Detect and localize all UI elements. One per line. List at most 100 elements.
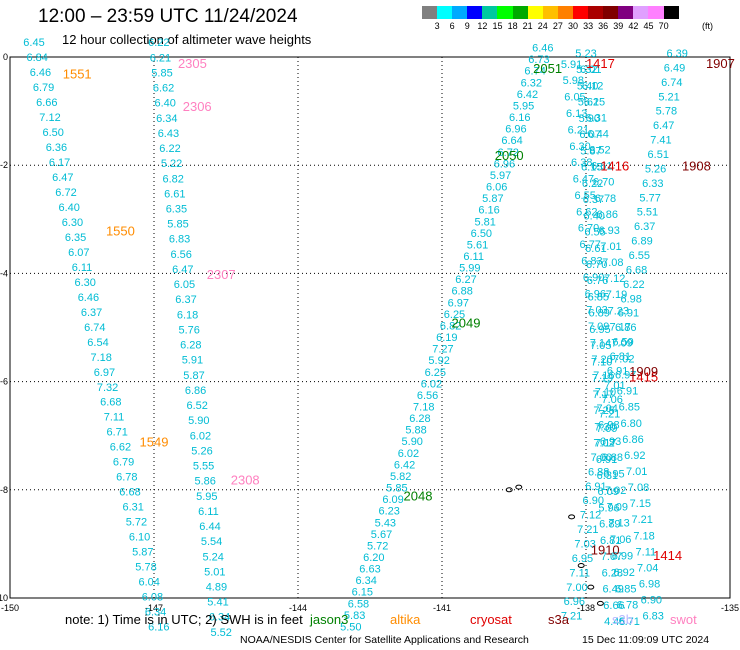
wave-height-label: 5.41 xyxy=(207,597,228,609)
wave-height-label: 6.96 xyxy=(494,158,515,170)
color-swatch xyxy=(512,6,528,19)
wave-height-label: 5.97 xyxy=(490,170,511,182)
wave-height-label: 6.81 xyxy=(600,535,621,547)
wave-height-label: 6.31 xyxy=(586,112,607,124)
wave-height-label: 6.74 xyxy=(661,77,682,89)
wave-height-label: 7.21 xyxy=(599,409,620,421)
wave-height-label: 5.26 xyxy=(191,445,212,457)
wave-height-label: 6.16 xyxy=(148,621,169,633)
wave-height-label: 5.90 xyxy=(188,415,209,427)
wave-height-label: 6.07 xyxy=(68,247,89,259)
wave-height-label: 6.98 xyxy=(639,578,660,590)
wave-height-label: 6.68 xyxy=(119,487,140,499)
wave-height-label: 7.09 xyxy=(611,337,632,349)
wave-height-label: 6.15 xyxy=(352,587,373,599)
wave-height-label: 6.79 xyxy=(33,82,54,94)
wave-height-label: 7.01 xyxy=(604,380,625,392)
wave-height-label: 7.02 xyxy=(593,438,614,450)
color-swatch xyxy=(452,6,468,19)
wave-height-label: 6.22 xyxy=(623,279,644,291)
wave-height-label: 6.61 xyxy=(591,161,612,173)
wave-height-label: 5.95 xyxy=(196,491,217,503)
wave-height-label: 6.37 xyxy=(583,194,604,206)
wave-height-label: 6.06 xyxy=(486,182,507,194)
credit-line: NOAA/NESDIS Center for Satellite Applica… xyxy=(240,634,529,646)
wave-height-label: 6.02 xyxy=(421,378,442,390)
wave-height-label: 6.92 xyxy=(624,450,645,462)
wave-height-label: 5.90 xyxy=(579,113,600,125)
wave-height-label: 5.96 xyxy=(598,502,619,514)
wave-height-label: 6.98 xyxy=(620,293,641,305)
wave-height-label: 5.40 xyxy=(577,80,598,92)
color-scale-tick: 6 xyxy=(449,21,455,31)
color-swatch xyxy=(663,6,679,19)
map-title: 12:00 – 23:59 UTC 11/24/2024 xyxy=(38,6,298,27)
wave-height-label: 7.04 xyxy=(637,562,658,574)
map-frame xyxy=(9,56,731,599)
wave-height-label: 6.82 xyxy=(440,320,461,332)
color-swatch xyxy=(648,6,664,19)
wave-height-label: 6.35 xyxy=(166,204,187,216)
wave-height-label: 6.78 xyxy=(617,600,638,612)
wave-height-label: 6.74 xyxy=(84,322,105,334)
color-swatch xyxy=(588,6,604,19)
wave-height-label: 6.21 xyxy=(150,52,171,64)
wave-height-label: 6.64 xyxy=(501,135,522,147)
wave-height-label: 6.77 xyxy=(580,239,601,251)
wave-height-label: 6.32 xyxy=(521,77,542,89)
wave-height-label: 7.21 xyxy=(577,524,598,536)
color-swatch xyxy=(422,6,438,19)
wave-height-label: 6.31 xyxy=(122,502,143,514)
legend-item-cryosat: cryosat xyxy=(470,612,512,627)
wave-height-label: 5.26 xyxy=(645,163,666,175)
wave-height-label: 7.21 xyxy=(561,611,582,623)
color-swatch xyxy=(633,6,649,19)
wave-height-label: 6.98 xyxy=(598,419,619,431)
wave-height-label: 7.18 xyxy=(413,401,434,413)
pass-number-label: 1909 xyxy=(629,364,658,379)
color-scale-tick: 3 xyxy=(434,21,440,31)
pass-number-label: 1549 xyxy=(140,435,169,450)
wave-height-label: 6.95 xyxy=(572,553,593,565)
wave-height-label: 6.63 xyxy=(359,564,380,576)
footnote: note: 1) Time is in UTC; 2) SWH is in fe… xyxy=(65,612,303,627)
wave-height-label: 6.91 xyxy=(585,481,606,493)
wave-height-label: 7.17 xyxy=(609,321,630,333)
wave-height-label: 6.09 xyxy=(382,494,403,506)
wave-height-label: 6.28 xyxy=(409,413,430,425)
wave-height-label: 6.97 xyxy=(94,367,115,379)
y-tick-label: -4 xyxy=(0,268,8,278)
wave-height-label: 6.42 xyxy=(394,459,415,471)
wave-height-label: 6.28 xyxy=(180,340,201,352)
pass-number-label: 1550 xyxy=(106,224,135,239)
wave-height-label: 6.62 xyxy=(576,206,597,218)
pass-number-label: 2308 xyxy=(231,472,260,487)
wave-height-label: 6.88 xyxy=(451,286,472,298)
wave-height-label: 6.93 xyxy=(600,436,621,448)
wave-height-label: 6.58 xyxy=(348,598,369,610)
wave-height-label: 5.76 xyxy=(178,324,199,336)
wave-height-label: 7.32 xyxy=(97,382,118,394)
y-tick-label: 0 xyxy=(3,52,8,62)
wave-height-label: 7.06 xyxy=(610,534,631,546)
wave-height-label: 6.55 xyxy=(584,227,605,239)
wave-height-label: 6.22 xyxy=(148,37,169,49)
wave-height-label: 6.02 xyxy=(190,430,211,442)
island-outline xyxy=(596,600,604,606)
wave-height-label: 6.30 xyxy=(569,141,590,153)
island-outline xyxy=(587,584,595,590)
wave-height-label: 6.36 xyxy=(46,142,67,154)
wave-height-label: 6.18 xyxy=(177,309,198,321)
pass-number-label: 1415 xyxy=(629,370,658,385)
wave-height-label: 6.38 xyxy=(571,157,592,169)
wave-height-label: 6.52 xyxy=(589,145,610,157)
wave-height-label: 6.80 xyxy=(620,418,641,430)
wave-height-label: 5.52 xyxy=(210,627,231,639)
wave-height-label: 6.68 xyxy=(100,397,121,409)
color-scale-tick: 33 xyxy=(583,21,594,31)
wave-height-label: 5.78 xyxy=(656,106,677,118)
color-scale-tick: 27 xyxy=(552,21,563,31)
wave-height-label: 6.09 xyxy=(598,486,619,498)
island-outline xyxy=(505,487,513,493)
x-tick-label: -144 xyxy=(289,603,307,613)
